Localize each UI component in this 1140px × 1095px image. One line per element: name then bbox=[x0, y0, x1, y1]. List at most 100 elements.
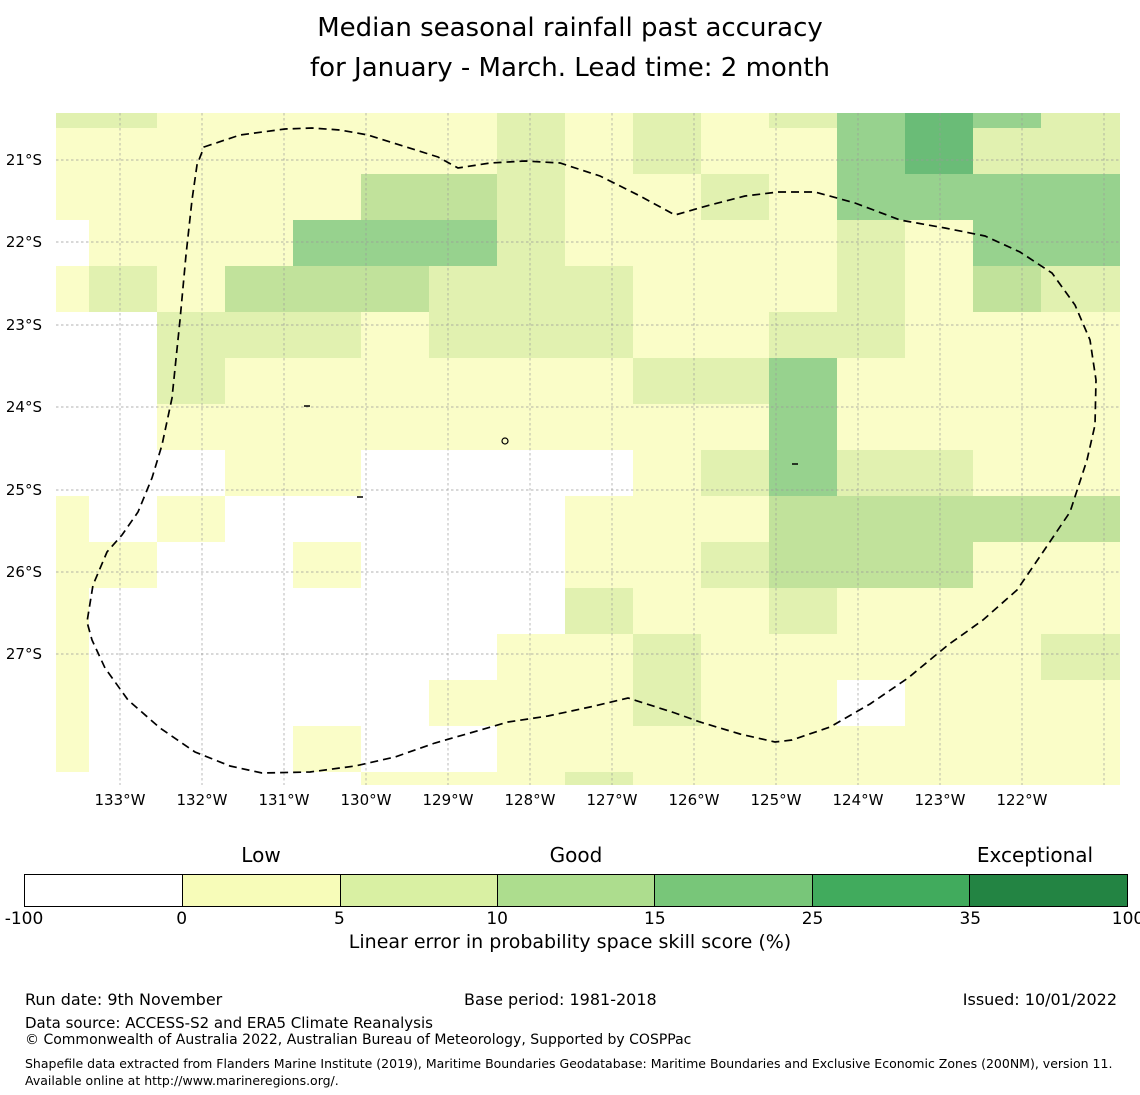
heatmap-cell bbox=[89, 680, 157, 726]
heatmap-cell bbox=[89, 404, 157, 450]
heatmap-cell bbox=[293, 588, 361, 634]
heatmap-cell bbox=[429, 772, 497, 785]
x-tick-label: 127°W bbox=[586, 791, 638, 809]
chart-title-line2: for January - March. Lead time: 2 month bbox=[310, 53, 830, 83]
heatmap-cell bbox=[429, 726, 497, 772]
heatmap-cell bbox=[973, 358, 1041, 404]
heatmap-cell bbox=[429, 680, 497, 726]
heatmap-cell bbox=[89, 496, 157, 542]
heatmap-cell bbox=[293, 404, 361, 450]
heatmap-cell bbox=[837, 266, 905, 312]
heatmap-cell bbox=[1041, 634, 1120, 680]
heatmap-cell bbox=[361, 220, 429, 266]
heatmap-cell bbox=[905, 772, 973, 785]
heatmap-cell bbox=[565, 634, 633, 680]
heatmap-cell bbox=[293, 542, 361, 588]
heatmap-cell bbox=[56, 358, 89, 404]
heatmap-cell bbox=[565, 358, 633, 404]
heatmap-cell bbox=[769, 772, 837, 785]
heatmap-cell bbox=[497, 680, 565, 726]
heatmap-cell bbox=[565, 588, 633, 634]
colorbar-tick-label: 0 bbox=[176, 909, 188, 929]
heatmap-cell bbox=[56, 266, 89, 312]
heatmap-cell bbox=[293, 174, 361, 220]
heatmap-cell bbox=[225, 450, 293, 496]
heatmap-cell bbox=[497, 113, 565, 128]
y-tick-label: 21°S bbox=[5, 151, 42, 169]
heatmap-cell bbox=[361, 174, 429, 220]
heatmap-cell bbox=[565, 680, 633, 726]
y-tick-label: 25°S bbox=[5, 481, 42, 499]
heatmap-cell bbox=[769, 726, 837, 772]
heatmap-cell bbox=[701, 772, 769, 785]
heatmap-cell bbox=[1041, 220, 1120, 266]
heatmap-cell bbox=[89, 312, 157, 358]
heatmap-cell bbox=[89, 128, 157, 174]
heatmap-cell bbox=[769, 220, 837, 266]
colorbar-segment bbox=[339, 875, 498, 906]
heatmap-cell bbox=[157, 588, 225, 634]
heatmap-cell bbox=[633, 496, 701, 542]
heatmap-cell bbox=[56, 404, 89, 450]
heatmap-cell bbox=[837, 220, 905, 266]
heatmap-cell bbox=[429, 358, 497, 404]
x-tick-label: 130°W bbox=[340, 791, 392, 809]
heatmap-cell bbox=[905, 113, 973, 128]
heatmap-cell bbox=[769, 266, 837, 312]
heatmap-cell bbox=[973, 450, 1041, 496]
heatmap-cell bbox=[89, 450, 157, 496]
x-tick-label: 123°W bbox=[914, 791, 966, 809]
heatmap-cell bbox=[497, 266, 565, 312]
heatmap-cell bbox=[1041, 404, 1120, 450]
heatmap-cell bbox=[157, 220, 225, 266]
heatmap-cell bbox=[633, 450, 701, 496]
heatmap-cell bbox=[1041, 113, 1120, 128]
heatmap-cell bbox=[837, 726, 905, 772]
heatmap-cell bbox=[157, 358, 225, 404]
heatmap-cell bbox=[633, 772, 701, 785]
heatmap-cell bbox=[361, 312, 429, 358]
colorbar-segment bbox=[25, 875, 183, 906]
heatmap-cell bbox=[157, 450, 225, 496]
heatmap-cell bbox=[56, 174, 89, 220]
heatmap-cell bbox=[89, 174, 157, 220]
heatmap-cell bbox=[905, 266, 973, 312]
heatmap-cell bbox=[225, 174, 293, 220]
heatmap-cell bbox=[497, 174, 565, 220]
heatmap-cell bbox=[361, 404, 429, 450]
heatmap-cell bbox=[905, 174, 973, 220]
heatmap-cell bbox=[769, 404, 837, 450]
heatmap-cell bbox=[769, 588, 837, 634]
colorbar-segment bbox=[497, 875, 655, 906]
heatmap-cell bbox=[293, 680, 361, 726]
heatmap-cell bbox=[497, 312, 565, 358]
heatmap-cell bbox=[225, 726, 293, 772]
heatmap-cell bbox=[905, 726, 973, 772]
heatmap-cell bbox=[293, 496, 361, 542]
heatmap-cell bbox=[1041, 726, 1120, 772]
heatmap-cell bbox=[429, 266, 497, 312]
chart-title: Median seasonal rainfall past accuracy f… bbox=[0, 8, 1140, 88]
heatmap-cell bbox=[769, 128, 837, 174]
heatmap-cell bbox=[1041, 772, 1120, 785]
heatmap-cell bbox=[565, 113, 633, 128]
x-tick-label: 129°W bbox=[422, 791, 474, 809]
heatmap-cell bbox=[769, 358, 837, 404]
heatmap-cell bbox=[905, 128, 973, 174]
heatmap-cell bbox=[56, 220, 89, 266]
x-tick-label: 128°W bbox=[504, 791, 556, 809]
colorbar-category-label: Low bbox=[241, 843, 281, 867]
heatmap-cell bbox=[973, 404, 1041, 450]
y-tick-label: 24°S bbox=[5, 398, 42, 416]
heatmap-cell bbox=[293, 450, 361, 496]
heatmap-cell bbox=[973, 496, 1041, 542]
heatmap-cell bbox=[497, 588, 565, 634]
heatmap-cell bbox=[633, 128, 701, 174]
heatmap-cell bbox=[1041, 450, 1120, 496]
heatmap-cell bbox=[973, 312, 1041, 358]
heatmap-cell bbox=[565, 220, 633, 266]
heatmap-cell bbox=[429, 128, 497, 174]
heatmap-cell bbox=[905, 542, 973, 588]
heatmap-cell bbox=[769, 634, 837, 680]
heatmap-cell bbox=[293, 634, 361, 680]
